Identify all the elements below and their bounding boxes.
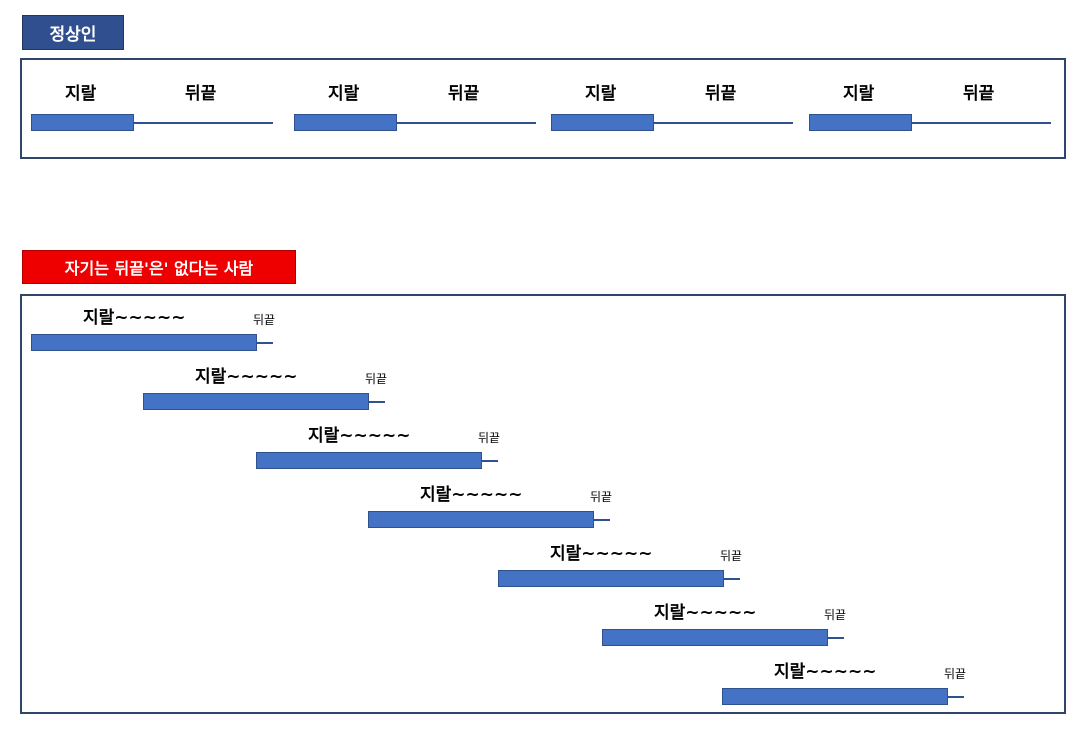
aftermath-label: 뒤끝 [944,667,967,681]
aftermath-label: 뒤끝 [720,549,743,563]
rage-bar [602,629,828,646]
rage-label: 지랄~~~~~ [195,367,298,387]
aftermath-label: 뒤끝 [963,84,995,104]
aftermath-label: 뒤끝 [185,84,217,104]
rage-label: 지랄~~~~~ [654,603,757,623]
rage-label: 지랄 [843,84,875,104]
abnormal-panel [20,294,1066,714]
rage-label: 지랄 [585,84,617,104]
aftermath-label: 뒤끝 [705,84,737,104]
aftermath-line [724,578,740,580]
rage-bar [256,452,482,469]
rage-label: 지랄~~~~~ [308,426,411,446]
rage-bar [294,114,397,131]
aftermath-line [828,637,844,639]
aftermath-label: 뒤끝 [590,490,613,504]
aftermath-line [134,122,273,124]
aftermath-line [397,122,536,124]
aftermath-line [369,401,385,403]
rage-label: 지랄~~~~~ [550,544,653,564]
aftermath-label: 뒤끝 [253,313,276,327]
rage-label: 지랄~~~~~ [83,308,186,328]
rage-bar [722,688,948,705]
rage-bar [143,393,369,410]
rage-bar [368,511,594,528]
aftermath-line [948,696,964,698]
normal-panel [20,58,1066,159]
rage-bar [31,334,257,351]
rage-label: 지랄 [328,84,360,104]
rage-bar [809,114,912,131]
aftermath-label: 뒤끝 [448,84,480,104]
aftermath-label: 뒤끝 [478,431,501,445]
aftermath-line [482,460,498,462]
rage-bar [498,570,724,587]
rage-label: 지랄~~~~~ [774,662,877,682]
aftermath-label: 뒤끝 [824,608,847,622]
aftermath-line [912,122,1051,124]
rage-bar [31,114,134,131]
aftermath-label: 뒤끝 [365,372,388,386]
aftermath-line [654,122,793,124]
rage-label: 지랄 [65,84,97,104]
rage-bar [551,114,654,131]
aftermath-line [594,519,610,521]
normal-section-title: 정상인 [22,15,124,50]
aftermath-line [257,342,273,344]
rage-label: 지랄~~~~~ [420,485,523,505]
abnormal-section-title: 자기는 뒤끝'은' 없다는 사람 [22,250,296,284]
